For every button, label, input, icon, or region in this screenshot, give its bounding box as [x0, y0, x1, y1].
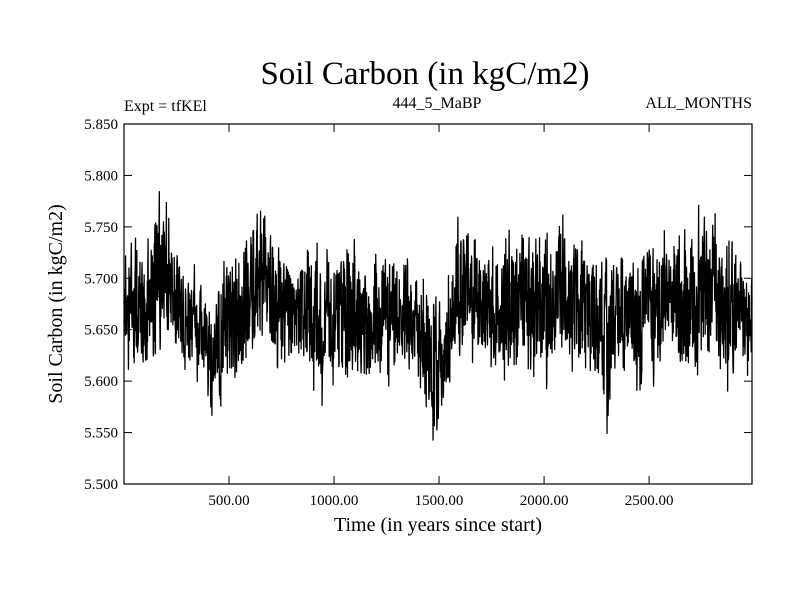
x-tick-label: 500.00	[208, 493, 249, 509]
x-tick-label: 1000.00	[310, 493, 359, 509]
data-layer	[123, 190, 753, 441]
experiment-label: Expt = tfKEl	[124, 98, 207, 115]
y-tick-label: 5.600	[84, 374, 118, 390]
y-axis-title: Soil Carbon (in kgC/m2)	[45, 204, 67, 403]
series-line	[123, 190, 753, 441]
y-tick-label: 5.850	[84, 117, 118, 133]
plot-frame	[123, 123, 753, 485]
x-tick-label: 2500.00	[625, 493, 674, 509]
y-tick-label: 5.750	[84, 220, 118, 236]
y-tick-label: 5.700	[84, 271, 118, 287]
y-tick-label: 5.800	[84, 168, 118, 184]
x-tick-label: 1500.00	[415, 493, 464, 509]
y-tick-label: 5.650	[84, 323, 118, 339]
y-tick-label: 5.500	[84, 477, 118, 493]
months-label: ALL_MONTHS	[645, 95, 752, 112]
x-axis-title: Time (in years since start)	[334, 514, 542, 536]
chart-title: Soil Carbon (in kgC/m2)	[260, 56, 589, 92]
axis-layer: 5.500 5.550 5.600 5.650 5.700 5.750 5.800 5.850…	[84, 117, 752, 509]
x-tick-label: 2000.00	[520, 493, 569, 509]
period-label: 444_5_MaBP	[393, 95, 482, 112]
y-tick-label: 5.550	[84, 426, 118, 442]
